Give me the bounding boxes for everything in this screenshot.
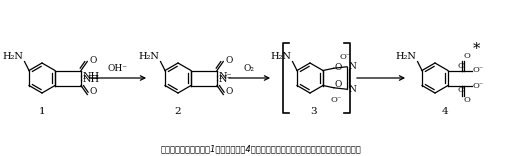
Text: O: O [89, 87, 97, 95]
Text: OH⁻: OH⁻ [108, 64, 128, 73]
Text: N⁻: N⁻ [219, 75, 233, 84]
Text: NH: NH [83, 72, 100, 81]
Text: H₂N: H₂N [271, 51, 291, 61]
Text: O: O [89, 56, 97, 65]
Text: C: C [458, 61, 464, 70]
Text: N: N [349, 85, 357, 94]
Text: O: O [335, 80, 342, 89]
Text: O: O [225, 87, 233, 95]
Text: O⁻: O⁻ [330, 96, 342, 104]
Text: O⁻: O⁻ [340, 53, 351, 61]
Text: H₂N: H₂N [139, 51, 160, 61]
Text: 3: 3 [311, 107, 317, 115]
Text: O₂: O₂ [244, 64, 255, 73]
Text: 4: 4 [442, 107, 448, 115]
Text: H₂N: H₂N [396, 51, 416, 61]
Text: ルミノールの構造式（1）と発光体（4：右肩の＊印は励起状態を表す）を生成する反応: ルミノールの構造式（1）と発光体（4：右肩の＊印は励起状態を表す）を生成する反応 [161, 144, 361, 153]
Text: O: O [225, 56, 233, 65]
Text: O⁻: O⁻ [473, 66, 484, 75]
Text: O: O [464, 51, 471, 59]
Text: NH: NH [83, 75, 100, 84]
Text: 2: 2 [175, 107, 181, 115]
Text: N: N [349, 62, 357, 71]
Text: O⁻: O⁻ [473, 81, 484, 90]
Text: C: C [458, 86, 464, 95]
Text: 1: 1 [39, 107, 46, 115]
Text: O: O [464, 97, 471, 105]
Text: *: * [472, 42, 480, 56]
Text: O: O [335, 63, 342, 72]
Text: H₂N: H₂N [3, 51, 24, 61]
Text: N⁻: N⁻ [219, 72, 233, 81]
